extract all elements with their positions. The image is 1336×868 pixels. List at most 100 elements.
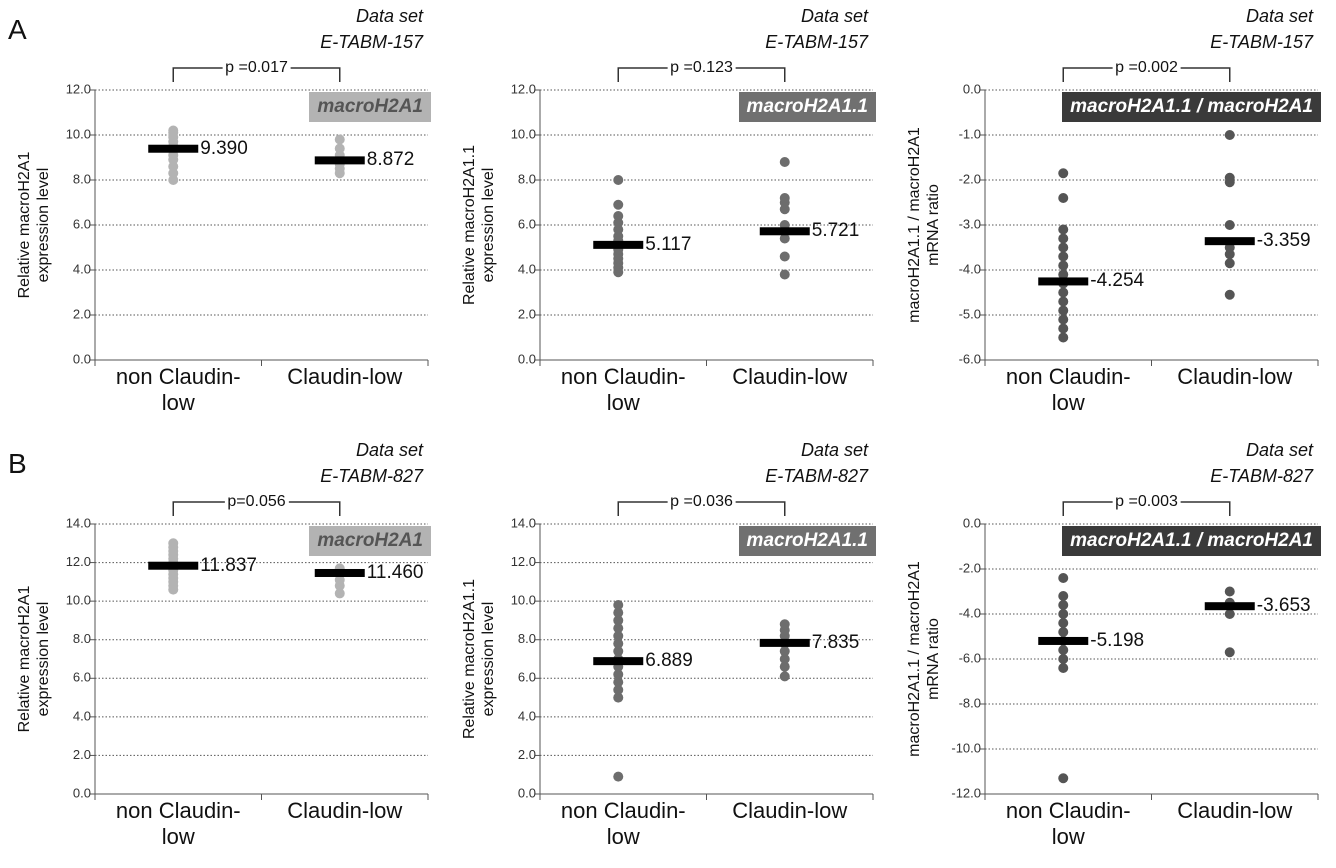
p-value: p =0.002: [1112, 59, 1181, 77]
x-tick-label: non Claudin-low: [560, 798, 686, 849]
dot: [779, 251, 790, 262]
x-tick-label: Claudin-low: [732, 798, 848, 823]
dot: [334, 588, 345, 599]
mean-bar: [314, 568, 365, 577]
y-tick-label: 10.0: [511, 593, 536, 608]
y-tick-label: -3.0: [959, 216, 981, 231]
dot: [779, 157, 790, 167]
dot: [1058, 654, 1069, 664]
y-tick-label: -10.0: [951, 740, 981, 755]
dot: [1058, 242, 1069, 253]
y-axis-label: Relative macroH2A1.1 expression level: [461, 578, 497, 740]
dot: [779, 193, 790, 203]
dot: [1058, 305, 1069, 316]
y-tick-label: 2.0: [518, 306, 536, 321]
dot: [1058, 251, 1069, 262]
y-tick-label: -8.0: [959, 695, 981, 710]
y-tick-label: 12.0: [66, 81, 91, 96]
dataset-id: E-TABM-827: [320, 466, 423, 486]
y-tick-label: -2.0: [959, 560, 981, 575]
y-axis-label: macroH2A1.1 / macroH2A1 mRNA ratio: [906, 561, 942, 757]
chart-panel: 0.0 2.0 4.0 6.0 8.0 10.0 12.0 14.0 B Data set E-TA…: [0, 434, 445, 868]
y-tick-label: 10.0: [511, 126, 536, 141]
mean-label: 9.390: [200, 137, 248, 159]
dot: [1058, 260, 1069, 271]
mean-label: 5.117: [645, 233, 692, 255]
x-tick-label: Claudin-low: [732, 364, 848, 389]
y-tick-label: -1.0: [959, 126, 981, 141]
dot: [1058, 314, 1069, 325]
dot: [1058, 332, 1069, 343]
dataset-label: Data set: [355, 440, 423, 460]
y-tick-label: -6.0: [959, 351, 981, 366]
dot: [613, 607, 624, 618]
chart-panel: 0.0 -1.0 -2.0 -3.0 -4.0 -5.0 -6.0 Data set E-TAB…: [890, 0, 1335, 434]
y-tick-label: 6.0: [518, 216, 536, 231]
dot: [334, 143, 345, 154]
y-axis-label: Relative macroH2A1 expression level: [16, 151, 52, 299]
y-tick-label: -6.0: [959, 650, 981, 665]
dataset-id: E-TABM-827: [1210, 466, 1313, 486]
mean-bar: [593, 240, 644, 249]
plot: 0.0 -1.0 -2.0 -3.0 -4.0 -5.0 -6.0: [959, 67, 1319, 366]
dot: [779, 654, 790, 664]
dot: [779, 619, 790, 630]
dot: [168, 538, 179, 549]
mean-label: 6.889: [645, 650, 693, 672]
mean-label: -4.254: [1090, 270, 1145, 292]
y-tick-label: 6.0: [518, 670, 536, 685]
dot: [1058, 287, 1069, 298]
dataset-id: E-TABM-827: [765, 466, 868, 486]
dot: [1224, 289, 1235, 300]
dot: [334, 134, 345, 145]
mean-label: 8.872: [366, 149, 415, 171]
y-tick-label: -2.0: [959, 171, 981, 186]
dataset-label: Data set: [1245, 6, 1313, 26]
p-value: p =0.017: [222, 59, 291, 77]
plot: 0.0 -2.0 -4.0 -6.0 -8.0 -10.0 -12.0: [951, 501, 1319, 800]
x-tick-label: non Claudin-low: [115, 364, 241, 415]
chart-panel: 0.0 -2.0 -4.0 -6.0 -8.0 -10.0 -12.0 Data set E-T…: [890, 434, 1335, 868]
dot: [168, 125, 179, 136]
plot: 0.0 2.0 4.0 6.0 8.0 10.0 12.0: [66, 67, 429, 366]
dataset-label: Data set: [355, 6, 423, 26]
y-tick-label: 2.0: [518, 747, 536, 762]
dot: [613, 646, 624, 657]
mean-bar: [1038, 277, 1089, 286]
y-tick-label: 4.0: [518, 261, 536, 276]
chart-panel: 0.0 2.0 4.0 6.0 8.0 10.0 12.0 Data set E-TABM-15…: [445, 0, 890, 434]
y-axis-label: Relative macroH2A1 expression level: [16, 585, 52, 733]
dot: [1058, 269, 1069, 280]
badge: macroH2A1: [309, 92, 431, 122]
dot: [779, 646, 790, 657]
dot: [1058, 573, 1069, 583]
dot: [1058, 233, 1069, 244]
dot: [613, 771, 624, 782]
mean-bar: [148, 144, 199, 153]
badge: macroH2A1.1: [738, 92, 876, 122]
x-tick-label: non Claudin-low: [1005, 364, 1131, 415]
y-tick-label: 0.0: [518, 351, 536, 366]
dot: [613, 615, 624, 626]
mean-label: -3.653: [1256, 595, 1311, 617]
dot: [1058, 627, 1069, 637]
dot: [613, 199, 624, 210]
y-tick-label: 0.0: [73, 351, 91, 366]
dot: [613, 677, 624, 688]
y-tick-label: 4.0: [73, 261, 91, 276]
x-tick-label: Claudin-low: [1177, 798, 1293, 823]
badge: macroH2A1.1: [738, 526, 876, 556]
mean-label: 11.837: [200, 554, 257, 576]
y-tick-label: 12.0: [511, 554, 536, 569]
dot: [613, 638, 624, 649]
dataset-id: E-TABM-157: [1210, 32, 1313, 52]
y-tick-label: -4.0: [959, 261, 981, 276]
y-tick-label: 12.0: [511, 81, 536, 96]
dot: [1058, 168, 1069, 179]
p-value: p =0.123: [667, 59, 736, 77]
dot: [613, 692, 624, 703]
dot: [779, 269, 790, 280]
y-tick-label: 14.0: [66, 515, 91, 530]
mean-label: -5.198: [1090, 629, 1145, 651]
dot: [1224, 220, 1235, 230]
